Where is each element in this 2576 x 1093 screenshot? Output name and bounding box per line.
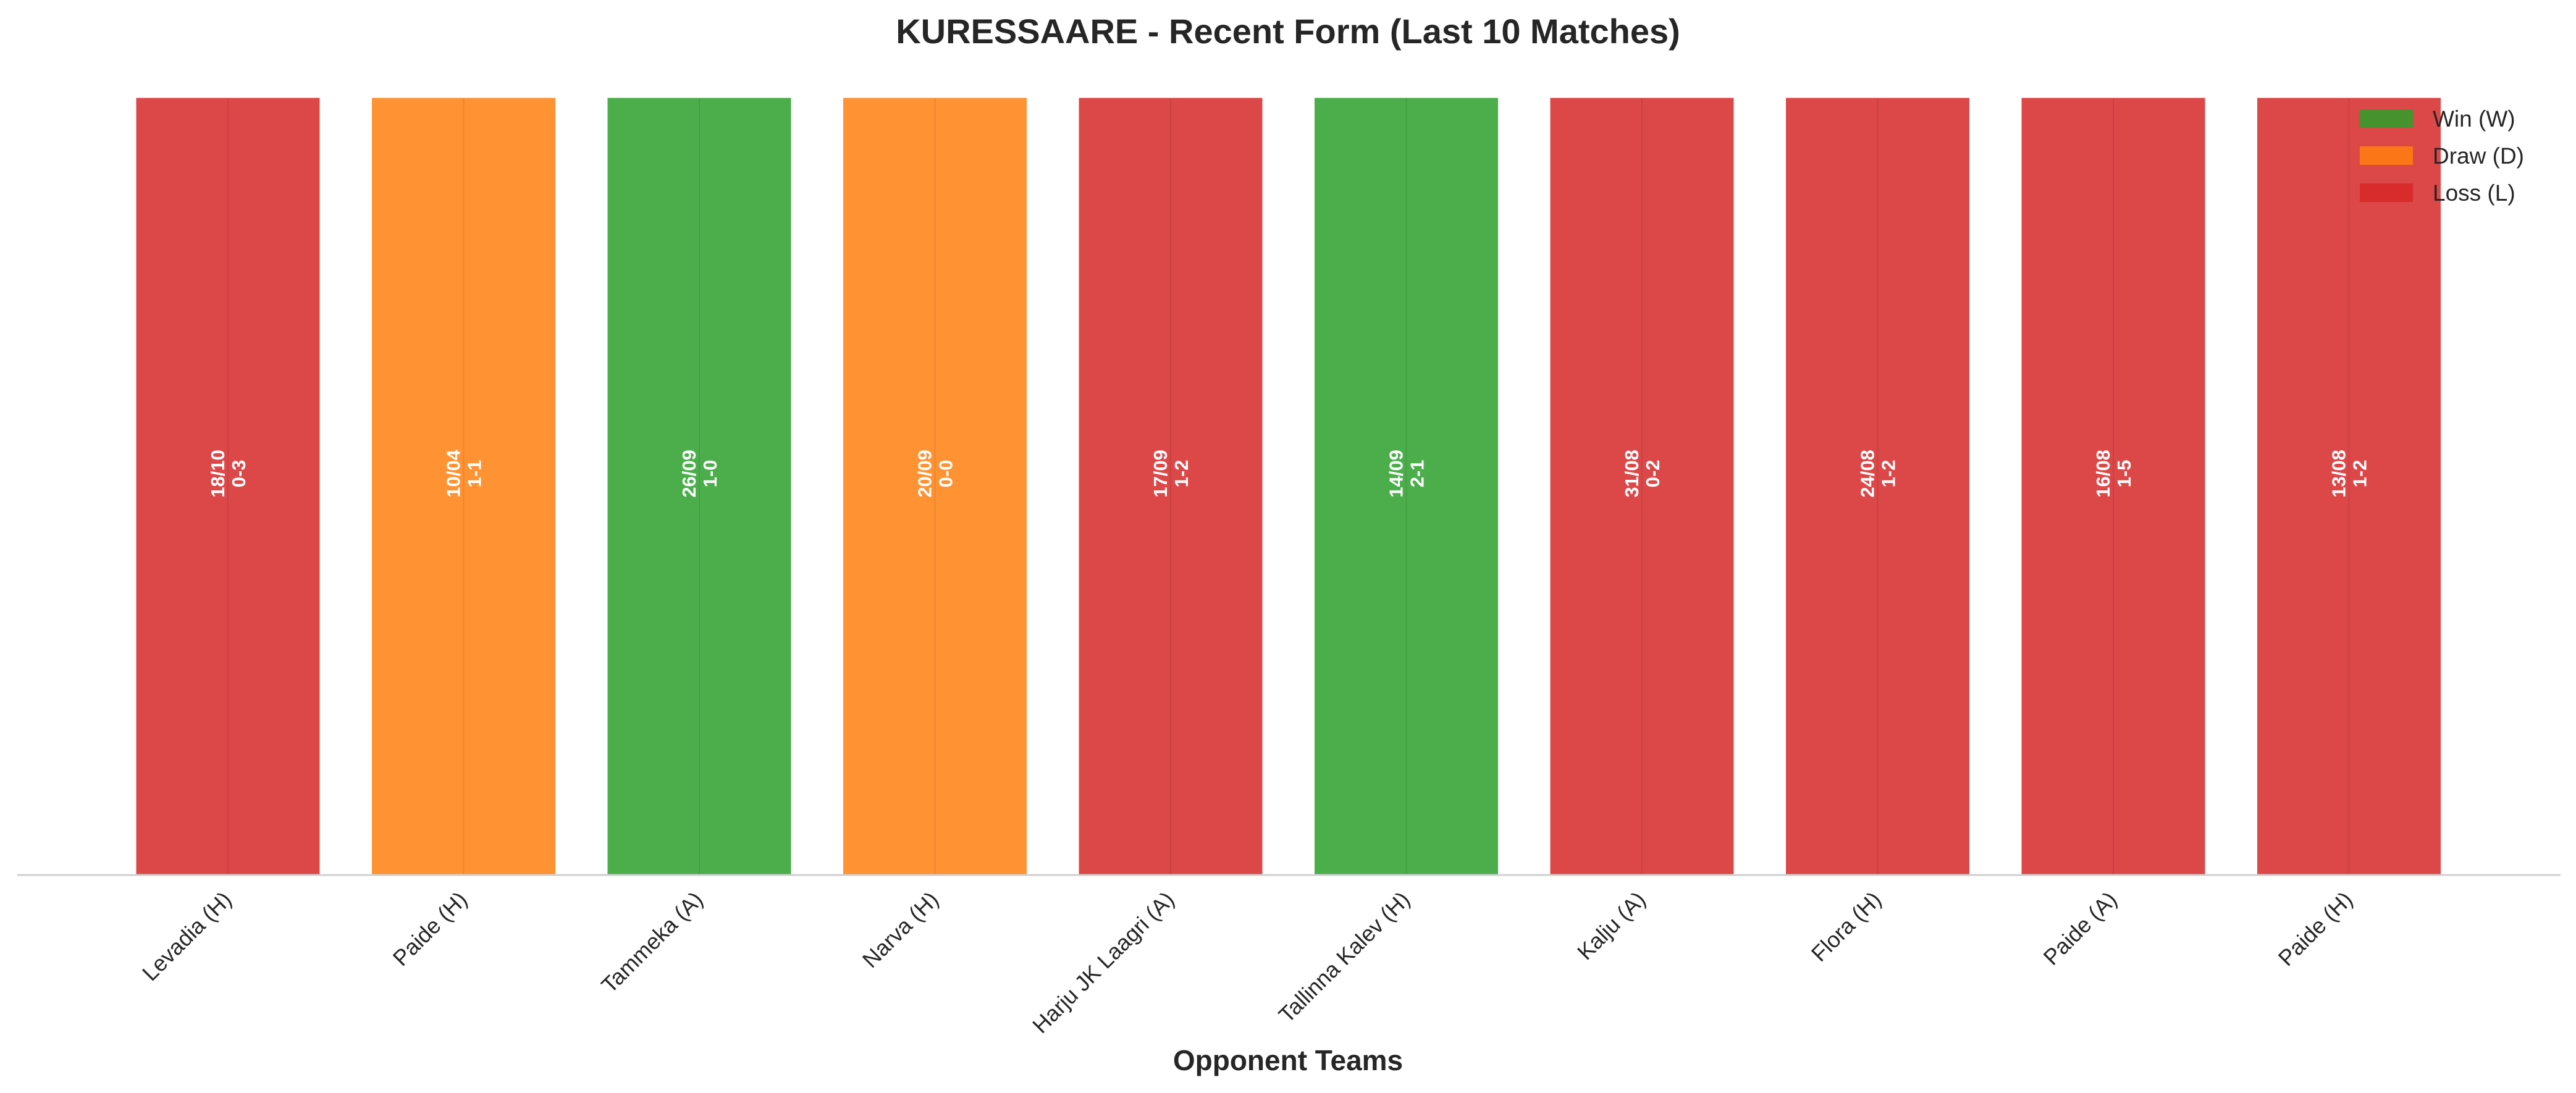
bar-label: 24/081-2: [1857, 450, 1900, 498]
bar: [605, 96, 793, 876]
x-tick-label: Paide (H): [388, 887, 473, 971]
bar: [1784, 96, 1971, 876]
bar-label: 17/091-2: [1150, 450, 1192, 498]
bar-label: 31/080-2: [1621, 450, 1664, 498]
bar-date: 24/08: [1857, 450, 1879, 498]
bar-score: 1-0: [699, 460, 721, 488]
bar: [370, 96, 557, 876]
x-tick-label: Paide (H): [2273, 887, 2358, 971]
bar: [2255, 96, 2443, 876]
bar-date: 20/09: [914, 450, 936, 498]
bar: [134, 96, 322, 876]
bar-label: 14/092-1: [1386, 450, 1428, 498]
x-tick-label: Tallinna Kalev (H): [1274, 887, 1415, 1028]
bar: [1548, 96, 1736, 876]
bar-labels-layer: 18/100-3 10/041-1 26/091-0 20/090-0 17/091-2…: [207, 449, 2371, 497]
legend-swatch: [2360, 183, 2413, 202]
bar-score: 1-2: [1878, 460, 1900, 488]
x-tick-label: Tammeka (A): [596, 887, 707, 998]
legend-label: Draw (D): [2433, 143, 2524, 169]
x-ticks-layer: Levadia (H) Paide (H) Tammeka (A) Narva (H)…: [137, 887, 2357, 1038]
bar-score: 1-2: [2349, 460, 2371, 488]
bar-date: 18/10: [207, 450, 229, 498]
bar: [841, 96, 1029, 876]
x-tick-label: Harju JK Laagri (A): [1027, 887, 1179, 1038]
bar-score: 2-1: [1407, 460, 1428, 488]
legend-swatch: [2360, 109, 2413, 128]
bar-date: 13/08: [2328, 450, 2350, 498]
legend-label: Loss (L): [2433, 180, 2515, 206]
bar-date: 16/08: [2092, 450, 2114, 498]
bars-layer: [134, 96, 2443, 876]
legend-swatch: [2360, 146, 2413, 165]
bar: [1313, 96, 1500, 876]
x-axis-label: Opponent Teams: [1173, 1044, 1403, 1076]
bar: [1077, 96, 1265, 876]
bar-score: 1-2: [1171, 460, 1192, 488]
bar-label: 26/091-0: [678, 450, 721, 498]
x-tick-label: Flora (H): [1806, 887, 1886, 966]
bar-label: 10/041-1: [443, 449, 486, 497]
x-tick-label: Kalju (A): [1572, 887, 1651, 965]
bar-score: 0-2: [1642, 460, 1664, 488]
x-tick-label: Paide (A): [2039, 887, 2122, 970]
x-tick-label: Narva (H): [857, 887, 943, 973]
bar-date: 10/04: [443, 449, 465, 497]
chart-title: KURESSAARE - Recent Form (Last 10 Matche…: [896, 12, 1680, 51]
legend: Win (W) Draw (D) Loss (L): [2360, 106, 2524, 206]
bar-date: 26/09: [678, 450, 700, 498]
x-tick-label: Levadia (H): [137, 887, 237, 986]
bar-label: 20/090-0: [914, 450, 957, 498]
bar-date: 31/08: [1621, 450, 1643, 498]
bar-date: 17/09: [1150, 450, 1171, 498]
bar-score: 1-5: [2113, 460, 2135, 488]
bar-score: 0-0: [935, 460, 957, 488]
bar-score: 1-1: [464, 460, 486, 488]
bar-date: 14/09: [1386, 450, 1407, 498]
bar-label: 13/081-2: [2328, 450, 2371, 498]
bar-label: 16/081-5: [2092, 450, 2135, 498]
bar-score: 0-3: [228, 460, 250, 488]
bar-label: 18/100-3: [207, 450, 250, 498]
legend-label: Win (W): [2433, 106, 2515, 132]
